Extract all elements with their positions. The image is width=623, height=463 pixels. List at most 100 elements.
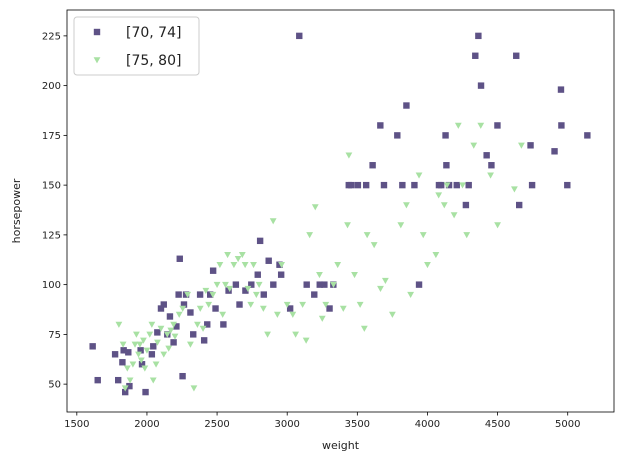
point-series-1-20 <box>160 351 168 358</box>
point-series-1-7 <box>133 331 140 338</box>
point-series-0-68 <box>438 181 445 189</box>
data-points <box>89 32 591 396</box>
point-series-0-53 <box>326 305 333 312</box>
y-tick-label-50: 50 <box>48 380 61 391</box>
legend-label-75-80: [75, 80] <box>126 53 181 69</box>
point-series-0-26 <box>187 309 194 316</box>
point-series-1-2 <box>121 385 129 392</box>
point-series-1-93 <box>463 232 471 239</box>
point-series-1-67 <box>330 281 337 289</box>
x-tick-label-5000: 5000 <box>555 419 580 430</box>
x-axis-ticks: 1500 2000 2500 3000 3500 4000 4500 5000 <box>64 412 580 430</box>
point-series-0-81 <box>513 52 520 59</box>
x-tick-label-3500: 3500 <box>345 419 370 430</box>
point-series-0-36 <box>232 281 240 288</box>
point-series-1-22 <box>165 345 173 352</box>
point-series-1-86 <box>432 252 440 259</box>
point-series-0-3 <box>114 376 122 384</box>
point-series-1-98 <box>511 186 518 193</box>
point-series-0-56 <box>348 181 355 189</box>
point-series-1-6 <box>131 341 139 348</box>
point-series-0-84 <box>528 181 536 189</box>
point-series-1-35 <box>205 301 213 308</box>
point-series-1-94 <box>470 142 478 149</box>
point-series-0-78 <box>483 152 490 159</box>
point-series-0-41 <box>256 237 264 245</box>
point-series-0-70 <box>443 162 450 169</box>
point-series-0-27 <box>190 331 197 338</box>
point-series-1-64 <box>316 271 323 279</box>
point-series-1-41 <box>224 252 231 259</box>
point-series-1-65 <box>318 315 326 322</box>
point-series-1-70 <box>344 222 351 229</box>
legend-box <box>73 16 200 76</box>
point-series-1-31 <box>194 321 201 328</box>
point-series-1-78 <box>381 277 389 285</box>
point-series-0-19 <box>170 339 177 346</box>
point-series-1-36 <box>209 291 217 298</box>
point-series-0-28 <box>196 291 204 298</box>
point-series-0-86 <box>557 86 565 93</box>
point-series-0-62 <box>394 132 401 139</box>
point-series-0-73 <box>462 201 470 209</box>
y-axis-label: horsepower <box>10 178 23 243</box>
point-series-0-21 <box>175 291 182 298</box>
point-series-1-51 <box>255 281 263 289</box>
point-series-1-91 <box>454 122 462 129</box>
point-series-0-80 <box>494 122 501 129</box>
point-series-1-0 <box>115 321 123 328</box>
point-series-1-80 <box>397 222 405 229</box>
point-series-0-29 <box>200 337 208 344</box>
point-series-1-4 <box>126 377 134 384</box>
point-series-1-56 <box>278 262 285 269</box>
point-series-0-65 <box>411 181 418 189</box>
x-tick-label-4500: 4500 <box>485 419 510 430</box>
point-series-0-6 <box>122 388 129 396</box>
point-series-0-22 <box>176 255 183 262</box>
point-series-1-32 <box>196 305 204 312</box>
point-series-1-85 <box>424 262 431 269</box>
point-series-0-82 <box>515 201 523 209</box>
point-series-0-13 <box>150 343 157 350</box>
point-series-1-62 <box>306 232 314 239</box>
point-series-0-87 <box>558 122 565 129</box>
point-series-1-30 <box>190 385 198 392</box>
plot-area-frame <box>66 9 615 413</box>
point-series-1-24 <box>170 321 177 328</box>
point-series-1-9 <box>136 341 144 348</box>
point-series-1-15 <box>148 321 156 328</box>
point-series-0-43 <box>265 257 272 264</box>
point-series-1-48 <box>247 301 255 308</box>
point-series-1-82 <box>407 291 415 298</box>
point-series-1-14 <box>146 331 154 338</box>
point-series-1-57 <box>283 301 291 308</box>
point-series-1-49 <box>250 262 257 269</box>
x-tick-label-2000: 2000 <box>134 419 159 430</box>
point-series-0-63 <box>399 181 406 189</box>
point-series-0-76 <box>475 32 482 40</box>
point-series-1-38 <box>216 262 224 269</box>
point-series-0-7 <box>125 349 132 356</box>
point-series-1-99 <box>518 142 525 149</box>
point-series-1-95 <box>477 122 485 129</box>
point-series-0-57 <box>354 181 362 189</box>
point-series-0-75 <box>472 52 479 59</box>
point-series-1-87 <box>435 192 443 199</box>
point-series-0-12 <box>148 351 156 358</box>
point-series-1-75 <box>363 232 371 239</box>
y-tick-label-200: 200 <box>42 81 61 92</box>
point-series-1-27 <box>179 305 187 312</box>
point-series-1-47 <box>244 285 252 293</box>
point-series-0-4 <box>119 359 126 366</box>
y-tick-label-125: 125 <box>42 230 61 241</box>
point-series-1-25 <box>171 333 179 340</box>
point-series-0-32 <box>209 267 217 274</box>
point-series-1-12 <box>141 365 149 372</box>
point-series-0-40 <box>254 271 261 278</box>
point-series-1-37 <box>213 281 221 289</box>
point-series-0-77 <box>477 82 485 89</box>
point-series-1-74 <box>360 325 368 332</box>
point-series-0-59 <box>369 162 376 169</box>
point-series-1-39 <box>219 311 227 318</box>
point-series-1-66 <box>322 301 330 308</box>
